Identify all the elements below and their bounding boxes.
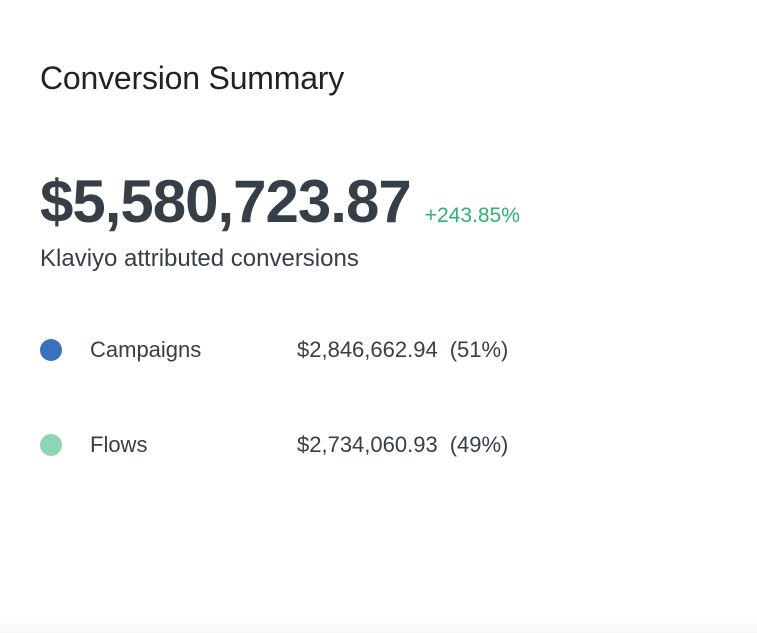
breakdown-value-group: $2,846,662.94 (51%) (297, 337, 508, 363)
campaigns-legend-dot-icon (40, 339, 62, 361)
change-percent-badge: +243.85% (424, 204, 520, 227)
card-subtitle: Klaviyo attributed conversions (40, 245, 359, 272)
breakdown-label: Flows (90, 432, 148, 457)
breakdown-row-flows: Flows $2,734,060.93 (49%) (40, 430, 508, 460)
card-bottom-edge (0, 619, 757, 633)
total-conversions-headline: $5,580,723.87 +243.85% (40, 167, 520, 236)
breakdown-value: $2,734,060.93 (297, 432, 438, 457)
breakdown-percent: (51%) (449, 337, 509, 362)
card-title: Conversion Summary (40, 60, 345, 96)
total-conversions-value: $5,580,723.87 (40, 168, 412, 235)
breakdown-value-group: $2,734,060.93 (49%) (297, 432, 508, 458)
breakdown-percent: (49%) (449, 432, 509, 457)
flows-legend-dot-icon (40, 434, 62, 456)
breakdown-row-campaigns: Campaigns $2,846,662.94 (51%) (40, 335, 508, 365)
breakdown-label: Campaigns (90, 337, 202, 362)
breakdown-value: $2,846,662.94 (297, 337, 438, 362)
